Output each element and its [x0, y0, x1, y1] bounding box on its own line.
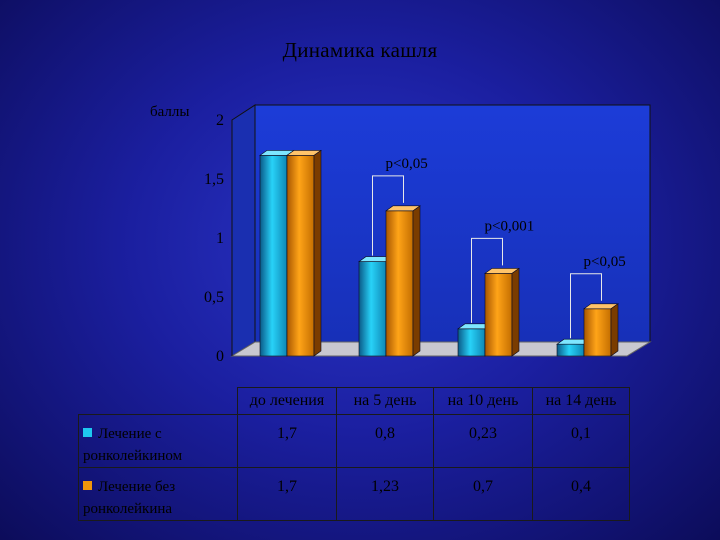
table-cell: 1,7: [237, 467, 337, 521]
legend-label: Лечение без ронколейкина: [83, 479, 176, 517]
bar: [286, 155, 315, 357]
bar: [583, 308, 612, 357]
table-cell: 0,7: [433, 467, 533, 521]
significance-bracket: [372, 175, 404, 256]
table-cell: 1,7: [237, 414, 337, 468]
table-corner: [78, 387, 238, 415]
table-header-row: до лечения на 5 день на 10 день на 14 де…: [78, 387, 630, 415]
bars: [259, 149, 619, 357]
table-header-cell: на 5 день: [336, 387, 434, 415]
significance-brackets: p<0,05 p<0,001 p<0,05: [372, 156, 626, 339]
data-table: до лечения на 5 день на 10 день на 14 де…: [78, 387, 630, 521]
p-value-label: p<0,001: [485, 218, 535, 234]
table-header-cell: до лечения: [237, 387, 337, 415]
y-tick-label: 0: [216, 348, 224, 365]
bar: [484, 273, 513, 357]
legend-entry: Лечение с ронколейкином: [78, 414, 238, 468]
bar-side: [412, 205, 421, 357]
bar: [556, 343, 585, 357]
y-tick-label: 2: [216, 112, 224, 129]
y-ticks: 0 0,5 1 1,5 2: [204, 112, 224, 365]
table-header-cell: на 14 день: [532, 387, 630, 415]
y-axis-label: баллы: [150, 104, 190, 120]
significance-bracket: [471, 237, 503, 323]
bar-side: [313, 149, 322, 357]
legend-swatch-cyan: [83, 428, 92, 437]
p-value-label: p<0,05: [386, 156, 428, 172]
table-cell: 1,23: [336, 467, 434, 521]
bar: [259, 155, 288, 357]
table-cell: 0,1: [532, 414, 630, 468]
bar: [385, 210, 414, 357]
bar-side: [610, 303, 619, 357]
legend-swatch-orange: [83, 481, 92, 490]
y-tick-label: 0,5: [204, 289, 224, 306]
bar-side: [511, 267, 520, 357]
plot-area: [230, 104, 652, 357]
bar: [457, 328, 486, 357]
table-cell: 0,8: [336, 414, 434, 468]
chart-title: Динамика кашля: [282, 38, 438, 62]
bar: [358, 261, 387, 357]
table-cell: 0,4: [532, 467, 630, 521]
legend-entry: Лечение без ронколейкина: [78, 467, 238, 521]
p-value-label: p<0,05: [584, 254, 626, 270]
legend-label: Лечение с ронколейкином: [83, 426, 183, 464]
table-header-cell: на 10 день: [433, 387, 533, 415]
significance-bracket: [570, 273, 602, 339]
table-cell: 0,23: [433, 414, 533, 468]
table-row: Лечение без ронколейкина 1,7 1,23 0,7 0,…: [78, 467, 630, 521]
side-wall: [231, 104, 256, 357]
y-tick-label: 1: [216, 230, 224, 247]
table-row: Лечение с ронколейкином 1,7 0,8 0,23 0,1: [78, 414, 630, 468]
y-tick-label: 1,5: [204, 171, 224, 188]
